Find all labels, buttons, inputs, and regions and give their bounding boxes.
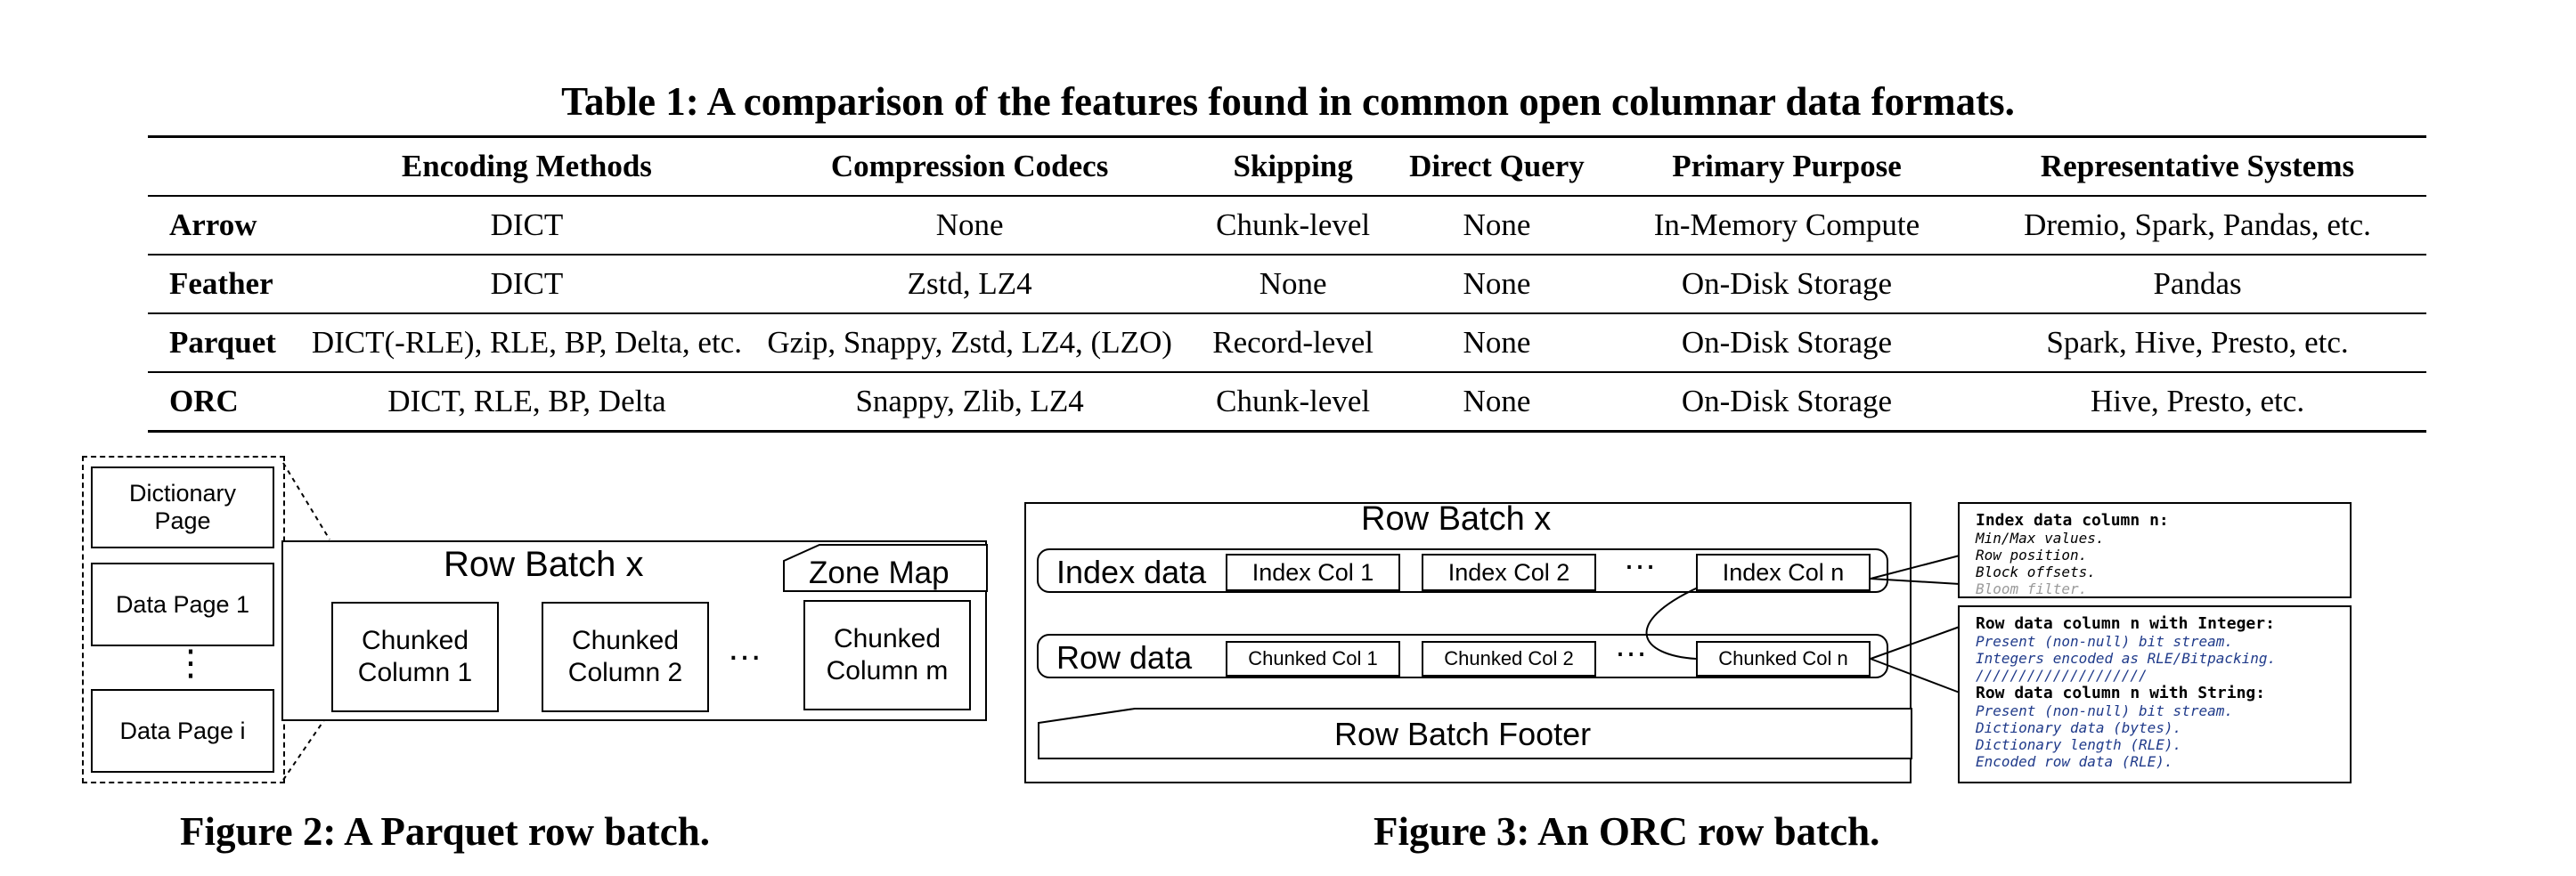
zone-map-box	[783, 544, 988, 592]
cell-encoding: DICT	[490, 266, 564, 301]
index-col-1-box: Index Col 1	[1226, 554, 1400, 591]
chunked-col-n-box: Chunked Col n	[1696, 641, 1871, 677]
zone-map-label: Zone Map	[809, 556, 950, 590]
table-row: Feather DICT Zstd, LZ4 None None On-Disk…	[148, 255, 2426, 313]
row-format: Feather	[169, 266, 273, 301]
index-col-n-box: Index Col n	[1696, 554, 1871, 591]
table-caption: Table 1: A comparison of the features fo…	[561, 79, 2015, 124]
cell-encoding: DICT(-RLE), RLE, BP, Delta, etc.	[311, 325, 742, 360]
note-title: Row data column n with String:	[1976, 684, 2266, 702]
chunked-col-1-box: Chunked Col 1	[1226, 641, 1400, 677]
note-line-faded: Bloom filter.	[1976, 580, 2088, 597]
comparison-table: Encoding Methods Compression Codecs Skip…	[148, 135, 2426, 433]
cell-compression: Zstd, LZ4	[907, 266, 1032, 301]
cell-purpose: In-Memory Compute	[1653, 207, 1920, 242]
chunked-col-2-box: Chunked Col 2	[1422, 641, 1596, 677]
chunked-column-1-box: Chunked Column 1	[331, 602, 499, 712]
table-header-row: Encoding Methods Compression Codecs Skip…	[148, 136, 2426, 197]
data-page-1-box: Data Page 1	[91, 563, 274, 646]
cell-direct-query: None	[1463, 384, 1531, 418]
note-line: Present (non-null) bit stream.	[1976, 633, 2233, 650]
note-title: Row data column n with Integer:	[1976, 614, 2275, 633]
cell-skipping: Chunk-level	[1216, 207, 1371, 242]
header-encoding-methods: Encoding Methods	[401, 149, 652, 183]
row-format: Parquet	[169, 325, 276, 360]
cell-direct-query: None	[1463, 325, 1531, 360]
index-col-2-box: Index Col 2	[1422, 554, 1596, 591]
cell-skipping: Record-level	[1212, 325, 1374, 360]
cell-systems: Pandas	[2153, 266, 2242, 301]
table-row: ORC DICT, RLE, BP, Delta Snappy, Zlib, L…	[148, 372, 2426, 432]
note-line: Min/Max values.	[1976, 530, 2105, 547]
cell-compression: Snappy, Zlib, LZ4	[855, 384, 1084, 418]
cell-compression: Gzip, Snappy, Zstd, LZ4, (LZO)	[767, 325, 1172, 360]
header-primary-purpose: Primary Purpose	[1672, 149, 1902, 183]
cell-systems: Hive, Presto, etc.	[2090, 384, 2305, 418]
cell-encoding: DICT, RLE, BP, Delta	[387, 384, 666, 418]
note-separator: ////////////////////	[1976, 667, 2148, 684]
column-ellipsis: …	[727, 629, 762, 668]
row-batch-footer-label: Row Batch Footer	[1334, 716, 1592, 752]
figure-2-caption: Figure 2: A Parquet row batch.	[180, 809, 710, 854]
cell-encoding: DICT	[490, 207, 564, 242]
note-line: Block offsets.	[1976, 564, 2096, 580]
header-format	[148, 137, 312, 197]
note-line: Encoded row data (RLE).	[1976, 753, 2173, 770]
cell-purpose: On-Disk Storage	[1681, 266, 1893, 301]
cell-skipping: None	[1259, 266, 1327, 301]
cell-purpose: On-Disk Storage	[1681, 325, 1893, 360]
header-direct-query: Direct Query	[1409, 149, 1585, 183]
cell-compression: None	[935, 207, 1004, 242]
note-line: Integers encoded as RLE/Bitpacking.	[1976, 650, 2277, 667]
table-row: Arrow DICT None Chunk-level None In-Memo…	[148, 196, 2426, 255]
row-format: Arrow	[169, 207, 257, 242]
cell-systems: Dremio, Spark, Pandas, etc.	[2024, 207, 2371, 242]
cell-direct-query: None	[1463, 266, 1531, 301]
chunked-col-ellipsis: …	[1614, 627, 1648, 664]
chunked-column-2-box: Chunked Column 2	[542, 602, 709, 712]
note-line: Row position.	[1976, 547, 2088, 564]
row-data-label: Row data	[1056, 639, 1193, 676]
header-representative-systems: Representative Systems	[2040, 149, 2355, 183]
note-line: Dictionary data (bytes).	[1976, 719, 2182, 736]
table-row: Parquet DICT(-RLE), RLE, BP, Delta, etc.…	[148, 313, 2426, 372]
cell-direct-query: None	[1463, 207, 1531, 242]
cell-skipping: Chunk-level	[1216, 384, 1371, 418]
note-line: Present (non-null) bit stream.	[1976, 702, 2233, 719]
cell-systems: Spark, Hive, Presto, etc.	[2046, 325, 2349, 360]
note-line: Dictionary length (RLE).	[1976, 736, 2182, 753]
cell-purpose: On-Disk Storage	[1681, 384, 1893, 418]
figure-3-caption: Figure 3: An ORC row batch.	[1374, 809, 1880, 854]
features-table: Encoding Methods Compression Codecs Skip…	[148, 135, 2426, 433]
index-data-label: Index data	[1056, 554, 1207, 590]
note-title: Index data column n:	[1976, 511, 2169, 530]
header-skipping: Skipping	[1233, 149, 1353, 183]
orc-row-batch-label: Row Batch x	[1361, 500, 1552, 538]
chunked-column-m-box: Chunked Column m	[803, 600, 971, 710]
index-col-ellipsis: …	[1623, 539, 1657, 577]
index-data-note: Index data column n: Min/Max values. Row…	[1958, 502, 2352, 598]
parquet-row-batch-label: Row Batch x	[444, 545, 644, 584]
dictionary-page-box: Dictionary Page	[91, 466, 274, 548]
data-page-i-box: Data Page i	[91, 689, 274, 773]
row-batch-footer-box	[1038, 708, 1912, 759]
header-compression-codecs: Compression Codecs	[830, 149, 1109, 183]
vertical-ellipsis: ⋮	[173, 644, 208, 683]
row-data-note: Row data column n with Integer: Present …	[1958, 605, 2352, 783]
row-format: ORC	[169, 384, 239, 418]
